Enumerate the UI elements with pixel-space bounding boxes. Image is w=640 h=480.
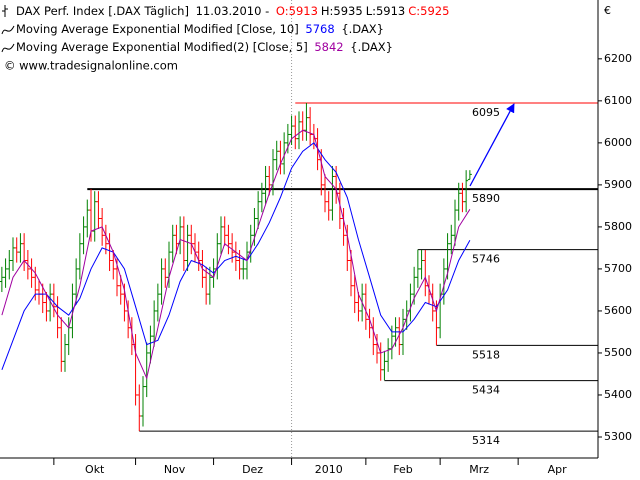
level-label: 6095 bbox=[472, 106, 500, 119]
trend-arrow bbox=[469, 103, 515, 187]
level-label: 5434 bbox=[472, 384, 500, 397]
x-tick-label: Mrz bbox=[469, 463, 489, 476]
level-label: 5746 bbox=[472, 253, 500, 266]
y-tick-label: 5500 bbox=[604, 346, 632, 359]
plot-area bbox=[0, 0, 598, 458]
legend-value: 5842 bbox=[314, 40, 343, 54]
x-tick-label: Apr bbox=[548, 463, 568, 476]
quote: L:5913 bbox=[366, 4, 406, 18]
quote: C:5925 bbox=[408, 4, 449, 18]
y-tick-label: 5800 bbox=[604, 220, 632, 233]
x-tick-label: Dez bbox=[242, 463, 263, 476]
x-tick-label: 2010 bbox=[315, 463, 343, 476]
legend-value: 5768 bbox=[305, 22, 334, 36]
ma-line bbox=[1, 129, 471, 380]
y-tick-label: 5900 bbox=[604, 178, 632, 191]
legend-name: Moving Average Exponential Modified [Clo… bbox=[16, 22, 299, 36]
y-tick-label: 5300 bbox=[604, 430, 632, 443]
level-label: 5518 bbox=[472, 348, 500, 361]
y-tick-label: 6200 bbox=[604, 52, 632, 65]
legend-symbol: {.DAX} bbox=[341, 22, 384, 36]
x-tick-label: Nov bbox=[164, 463, 186, 476]
y-tick-label: 6000 bbox=[604, 136, 632, 149]
line-icon bbox=[1, 43, 15, 53]
bar-icon bbox=[2, 5, 8, 17]
legend-name: Moving Average Exponential Modified(2) [… bbox=[16, 40, 308, 54]
level-label: 5314 bbox=[472, 434, 500, 447]
y-unit: € bbox=[604, 4, 611, 17]
y-tick-label: 6100 bbox=[604, 94, 632, 107]
y-tick-label: 5400 bbox=[604, 388, 632, 401]
y-tick-label: 5700 bbox=[604, 262, 632, 275]
source: © www.tradesignalonline.com bbox=[4, 59, 178, 73]
level-label: 5890 bbox=[472, 192, 500, 205]
date: 11.03.2010 - bbox=[196, 4, 270, 18]
instrument: DAX Perf. Index [.DAX Täglich] bbox=[16, 4, 189, 18]
line-icon bbox=[1, 25, 15, 35]
y-tick-label: 5600 bbox=[604, 304, 632, 317]
x-tick-label: Okt bbox=[85, 463, 105, 476]
legend-symbol: {.DAX} bbox=[350, 40, 393, 54]
header: DAX Perf. Index [.DAX Täglich] 11.03.201… bbox=[16, 4, 449, 18]
legend-entry: Moving Average Exponential Modified [Clo… bbox=[16, 22, 384, 36]
ma-line bbox=[1, 142, 471, 370]
legend-entry: Moving Average Exponential Modified(2) [… bbox=[16, 40, 393, 54]
quote: H:5935 bbox=[321, 4, 363, 18]
quote: O:5913 bbox=[276, 4, 318, 18]
x-tick-label: Feb bbox=[393, 463, 412, 476]
